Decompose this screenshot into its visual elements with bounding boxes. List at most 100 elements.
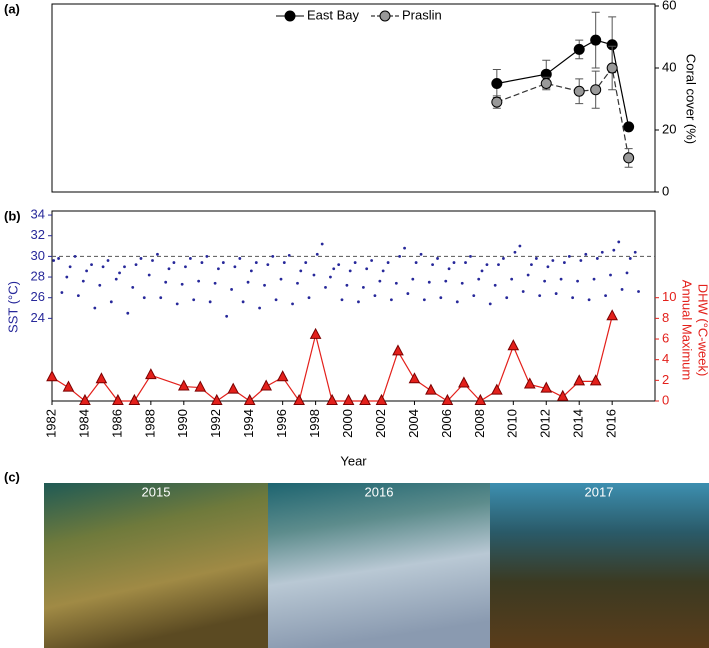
sst-point <box>365 267 369 271</box>
sst-point <box>562 261 566 264</box>
sst-point <box>76 294 80 298</box>
sst-point <box>188 257 192 260</box>
sst-point <box>447 267 451 271</box>
sst-point <box>266 263 270 267</box>
coral-point <box>590 34 602 46</box>
x-tick-label: 1996 <box>274 409 289 438</box>
dhw-point <box>227 382 240 394</box>
sst-point <box>378 279 382 283</box>
dhw-point <box>342 393 355 405</box>
sst-point <box>101 265 105 269</box>
sst-point <box>114 277 118 281</box>
x-tick-label: 2004 <box>406 409 421 438</box>
photo <box>268 483 490 648</box>
sst-point <box>554 292 558 295</box>
sst-point <box>584 252 588 256</box>
x-tick-label: 1982 <box>43 409 58 438</box>
photo <box>490 483 709 648</box>
sst-point <box>480 269 484 273</box>
sst-point <box>180 282 184 286</box>
sst-point <box>505 296 509 300</box>
sst-point <box>320 242 324 246</box>
sst-point <box>296 281 299 285</box>
sst-point <box>279 277 283 281</box>
sst-point <box>414 261 418 264</box>
sst-point <box>329 275 332 279</box>
sst-point <box>126 311 130 315</box>
dhw-point <box>589 374 602 386</box>
x-tick-label: 2006 <box>439 409 454 438</box>
y-tick-label: 30 <box>31 248 45 263</box>
y-tick-label: 2 <box>662 372 669 387</box>
sst-point <box>633 250 637 254</box>
y-tick-label: 32 <box>31 227 45 242</box>
sst-point <box>147 273 151 277</box>
dhw-point <box>392 344 404 356</box>
y-tick-label: 4 <box>662 351 669 366</box>
legend-label: East Bay <box>307 7 360 22</box>
sst-point <box>493 283 497 287</box>
dhw-point <box>177 379 190 391</box>
sst-point <box>221 261 225 264</box>
sst-point <box>340 298 344 302</box>
sst-point <box>241 300 245 304</box>
sst-point <box>98 283 102 287</box>
sst-point <box>134 263 138 267</box>
dhw-point <box>46 370 58 382</box>
dhw-point <box>128 393 141 405</box>
sst-point <box>370 259 374 262</box>
sst-point <box>381 269 385 273</box>
coral-point <box>540 78 552 89</box>
x-tick-label: 1984 <box>76 409 91 438</box>
x-tick-label: 2016 <box>604 409 619 438</box>
x-tick-label: 1986 <box>109 409 124 438</box>
sst-point <box>225 314 229 318</box>
sst-point <box>357 300 360 304</box>
sst-point <box>60 291 64 294</box>
sst-point <box>118 271 121 275</box>
dhw-point <box>507 339 520 351</box>
x-tick-label: 1994 <box>241 409 256 438</box>
sst-point <box>637 290 640 293</box>
sst-point <box>419 252 423 256</box>
sst-point <box>299 269 303 273</box>
series-line <box>51 316 613 403</box>
x-tick-label: 2012 <box>538 409 553 438</box>
x-tick-label: 2008 <box>472 409 487 438</box>
sst-point <box>304 261 308 264</box>
sst-point <box>469 254 472 258</box>
sst-point <box>205 254 209 258</box>
sst-point <box>345 283 349 287</box>
sst-point <box>521 290 525 293</box>
dhw-point <box>474 393 487 405</box>
dhw-point <box>556 389 569 401</box>
sst-point <box>464 261 467 264</box>
y-tick-label: 0 <box>662 392 669 407</box>
sst-point <box>164 280 168 284</box>
y-tick-label: 28 <box>31 268 45 283</box>
sst-point <box>274 298 278 302</box>
dhw-point <box>425 383 437 395</box>
sst-point <box>123 265 126 269</box>
dhw-point <box>326 393 338 405</box>
y2-axis-label: DHW (°C-week) <box>696 284 709 377</box>
sst-point <box>526 273 530 277</box>
sst-point <box>233 265 237 269</box>
dhw-point <box>491 383 503 395</box>
sst-point <box>609 273 612 277</box>
sst-point <box>175 302 179 306</box>
panel-label: (a) <box>4 1 20 16</box>
y-axis-label: Coral cover (%) <box>684 54 699 144</box>
sst-point <box>595 257 599 260</box>
sst-point <box>348 269 352 273</box>
sst-point <box>197 279 201 283</box>
dhw-point <box>606 309 618 321</box>
sst-point <box>592 277 596 281</box>
photo-label: 2017 <box>585 484 614 499</box>
y-tick-label: 10 <box>662 289 676 304</box>
dhw-point <box>243 393 256 405</box>
sst-point <box>439 296 443 300</box>
sst-point <box>263 283 266 287</box>
sst-point <box>510 277 514 281</box>
